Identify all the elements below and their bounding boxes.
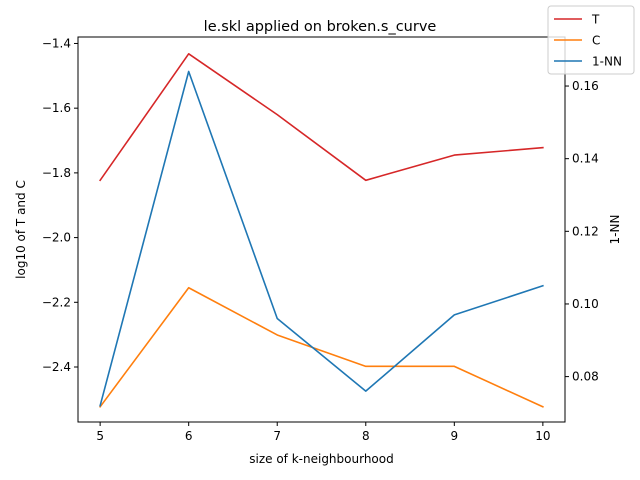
x-axis-ticks: 5 6 7 8 9 10 (96, 422, 551, 443)
right-y-tick-label: 0.12 (572, 224, 599, 238)
right-y-tick-label: 0.10 (572, 297, 599, 311)
legend-label: C (592, 34, 600, 48)
left-y-axis-ticks: −1.4 −1.6 −1.8 −2.0 −2.2 −2.4 (42, 36, 78, 374)
right-y-axis-ticks: 0.08 0.10 0.12 0.14 0.16 (565, 79, 599, 384)
right-y-axis-label: 1-NN (608, 215, 622, 245)
left-y-tick-label: −1.6 (42, 101, 71, 115)
legend: TC 1-NN (547, 5, 635, 75)
plot-frame (77, 36, 566, 423)
right-y-tick-label: 0.16 (572, 79, 599, 93)
series-line-t (99, 53, 544, 182)
right-y-tick-label: 0.08 (572, 370, 599, 384)
left-y-axis-label: log10 of T and C (14, 180, 28, 279)
plot-area (99, 53, 544, 408)
series-line-c (99, 286, 544, 408)
x-tick-label: 8 (362, 429, 370, 443)
x-axis-label: size of k-neighbourhood (249, 452, 393, 466)
series-line-1-nn (99, 70, 544, 407)
left-y-tick-label: −2.4 (42, 360, 71, 374)
x-tick-label: 9 (450, 429, 458, 443)
chart-title: le.skl applied on broken.s_curve (204, 19, 437, 35)
legend-label: T (591, 13, 600, 27)
x-tick-label: 6 (185, 429, 193, 443)
x-tick-label: 7 (273, 429, 281, 443)
left-y-tick-label: −1.4 (42, 36, 71, 50)
left-y-tick-label: −1.8 (42, 166, 71, 180)
legend-box (547, 5, 635, 75)
right-y-tick-label: 0.14 (572, 152, 599, 166)
legend-label: 1-NN (592, 55, 622, 69)
left-y-tick-label: −2.0 (42, 231, 71, 245)
left-y-tick-label: −2.2 (42, 295, 71, 309)
x-tick-label: 5 (96, 429, 104, 443)
x-tick-label: 10 (535, 429, 550, 443)
